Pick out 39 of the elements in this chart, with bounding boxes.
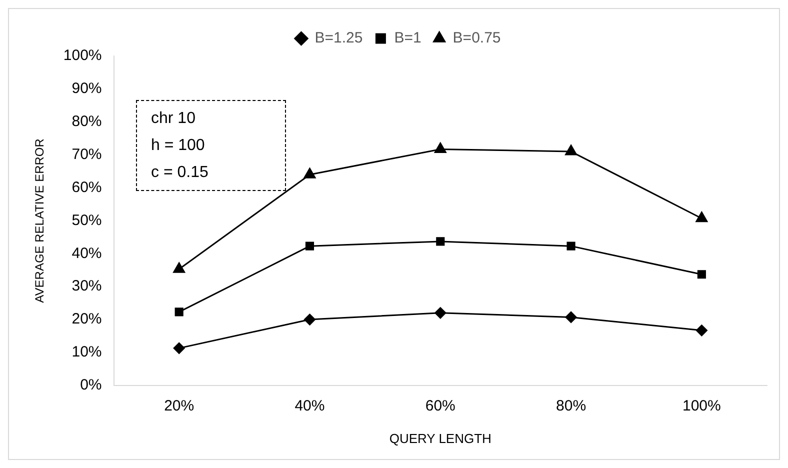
point — [436, 237, 445, 246]
y-tick-label: 90% — [72, 80, 102, 98]
point — [565, 144, 577, 156]
legend-label: B=0.75 — [452, 30, 501, 47]
point — [304, 314, 316, 326]
point — [434, 142, 446, 153]
annotation: chr 10 — [151, 109, 196, 129]
y-tick-label: 10% — [72, 344, 102, 361]
y-tick-label: 70% — [72, 146, 102, 163]
y-axis-title: AVERAGE RELATIVE ERROR — [32, 138, 47, 303]
y-tick-label: 100% — [63, 47, 102, 64]
y-tick-label: 50% — [72, 212, 102, 229]
point — [305, 242, 314, 250]
y-tick-label: 20% — [72, 310, 102, 328]
point — [174, 308, 184, 316]
y-tick-label: 0% — [80, 376, 102, 394]
x-tick-label: 100% — [682, 398, 721, 415]
point — [565, 311, 577, 323]
x-tick-label: 80% — [556, 398, 586, 415]
legend-label: B=1.25 — [314, 30, 363, 47]
annotation: c = 0.15 — [151, 163, 210, 183]
point — [696, 212, 708, 222]
x-tick-label: 20% — [164, 398, 194, 415]
y-tick-label: 60% — [72, 178, 102, 196]
point — [697, 270, 706, 279]
x-tick-label: 40% — [294, 398, 325, 415]
y-tick-label: 80% — [72, 113, 102, 130]
point — [304, 168, 316, 178]
legend-label: B=1 — [394, 30, 422, 47]
point — [173, 342, 185, 354]
point — [566, 242, 576, 250]
point — [173, 262, 186, 273]
annotation: h = 100 — [151, 136, 206, 156]
point — [696, 324, 708, 336]
x-tick-label: 60% — [425, 398, 456, 415]
y-tick-label: 40% — [72, 244, 102, 262]
x-axis-title: QUERY LENGTH — [389, 430, 492, 446]
point — [434, 307, 446, 319]
y-tick-label: 30% — [72, 278, 102, 295]
